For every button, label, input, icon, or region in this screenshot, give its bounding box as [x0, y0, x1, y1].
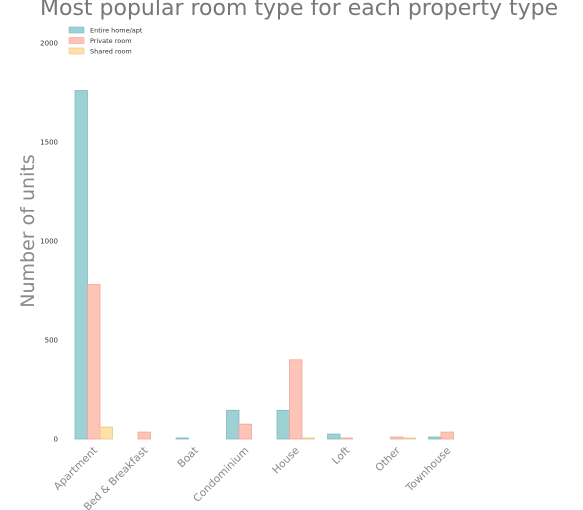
bar-other-private-room — [390, 436, 404, 440]
legend: Entire home/apt Private room Shared room — [68, 26, 143, 56]
y-tick-label: 2000 — [40, 40, 58, 48]
legend-label: Entire home/apt — [90, 27, 143, 35]
x-tick-label: House — [270, 445, 302, 477]
bar-condominium-entire-home-apt — [226, 409, 240, 440]
bar-townhouse-private-room — [440, 431, 454, 440]
y-tick-label: 1000 — [40, 238, 58, 246]
bar-house-shared-room — [301, 437, 315, 440]
bar-apartment-shared-room — [99, 426, 113, 440]
legend-swatch — [68, 37, 85, 44]
legend-swatch — [68, 26, 85, 34]
bar-apartment-entire-home-apt — [74, 90, 88, 440]
bar-townhouse-entire-home-apt — [428, 436, 442, 440]
y-axis-label: Number of units — [17, 154, 39, 307]
y-axis-ticks: 0 500 1000 1500 2000 — [40, 40, 58, 444]
legend-swatch — [68, 47, 85, 55]
x-tick-label: Loft — [330, 445, 352, 467]
x-tick-label: Apartment — [52, 445, 100, 493]
y-tick-label: 0 — [54, 436, 58, 444]
y-tick-label: 1500 — [40, 139, 58, 147]
legend-label: Private room — [90, 37, 132, 45]
bar-house-entire-home-apt — [276, 409, 290, 440]
chart-title: Most popular room type for each property… — [40, 0, 559, 21]
bars — [74, 90, 454, 440]
bar-loft-entire-home-apt — [327, 433, 341, 440]
bar-bed-breakfast-private-room — [137, 431, 151, 440]
legend-label: Shared room — [90, 48, 132, 56]
x-tick-label: Boat — [175, 445, 201, 471]
bar-boat-entire-home-apt — [175, 437, 189, 440]
bar-other-shared-room — [402, 437, 416, 440]
bar-house-private-room — [289, 359, 303, 440]
bar-loft-private-room — [339, 437, 353, 440]
bar-condominium-private-room — [238, 423, 252, 440]
x-tick-label: Townhouse — [403, 445, 453, 495]
y-tick-label: 500 — [45, 337, 58, 345]
bar-apartment-private-room — [87, 284, 101, 440]
x-tick-label: Other — [373, 444, 403, 474]
